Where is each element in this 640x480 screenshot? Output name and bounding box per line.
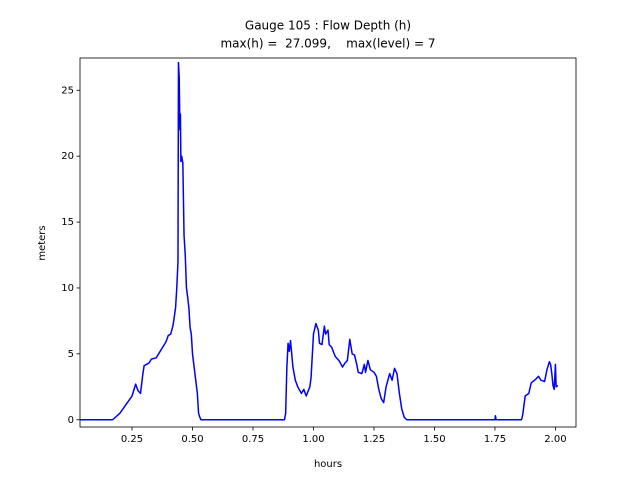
y-tick-label: 25 bbox=[61, 85, 74, 96]
y-axis-label: meters bbox=[37, 225, 48, 260]
x-tick-label: 1.00 bbox=[302, 434, 324, 445]
x-axis-label: hours bbox=[314, 459, 342, 470]
y-tick-label: 20 bbox=[61, 151, 74, 162]
x-tick-label: 2.00 bbox=[544, 434, 566, 445]
x-tick-label: 0.25 bbox=[121, 434, 143, 445]
chart-title: Gauge 105 : Flow Depth (h) bbox=[245, 19, 411, 33]
x-tick-label: 1.50 bbox=[423, 434, 445, 445]
data-line bbox=[80, 61, 559, 421]
x-tick-label: 0.50 bbox=[181, 434, 203, 445]
y-tick-label: 0 bbox=[68, 415, 74, 426]
x-tick-label: 0.75 bbox=[242, 434, 264, 445]
y-tick-label: 10 bbox=[61, 283, 74, 294]
y-tick-label: 15 bbox=[61, 217, 74, 228]
chart-subtitle: max(h) = 27.099, max(level) = 7 bbox=[220, 37, 435, 51]
plot-frame bbox=[79, 57, 577, 428]
x-tick-label: 1.25 bbox=[363, 434, 385, 445]
y-tick-label: 5 bbox=[68, 349, 74, 360]
x-tick-label: 1.75 bbox=[484, 434, 506, 445]
